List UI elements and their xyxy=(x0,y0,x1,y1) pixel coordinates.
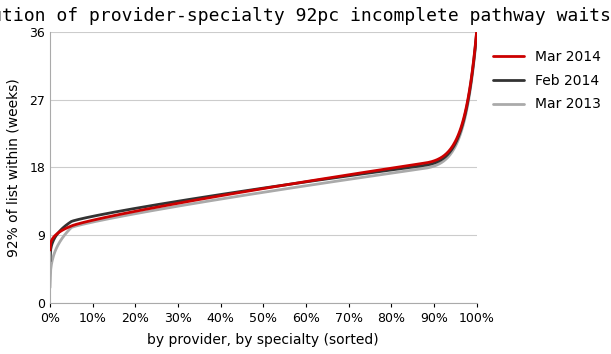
Mar 2014 xyxy=(156,205,163,209)
Line: Mar 2013: Mar 2013 xyxy=(50,36,477,288)
Feb 2014 xyxy=(122,208,129,212)
Mar 2013 xyxy=(331,179,338,183)
Mar 2014 xyxy=(240,190,247,194)
Mar 2013 xyxy=(156,207,163,211)
Mar 2014 xyxy=(122,211,129,215)
Legend: Mar 2014, Feb 2014, Mar 2013: Mar 2014, Feb 2014, Mar 2013 xyxy=(488,44,607,117)
Feb 2014 xyxy=(368,171,375,175)
Mar 2013 xyxy=(473,34,480,38)
Mar 2014 xyxy=(46,248,54,252)
Mar 2014 xyxy=(298,180,305,184)
Feb 2014 xyxy=(156,202,163,206)
Mar 2013 xyxy=(240,193,247,198)
Feb 2014 xyxy=(46,259,54,263)
Feb 2014 xyxy=(298,181,305,185)
Mar 2014 xyxy=(368,169,375,173)
Feb 2014 xyxy=(240,189,247,193)
Mar 2013 xyxy=(298,184,305,189)
Title: Distribution of provider-specialty 92pc incomplete pathway waits: Distribution of provider-specialty 92pc … xyxy=(0,7,611,25)
Mar 2013 xyxy=(122,213,129,218)
Line: Feb 2014: Feb 2014 xyxy=(50,34,477,261)
Feb 2014 xyxy=(331,176,338,180)
X-axis label: by provider, by specialty (sorted): by provider, by specialty (sorted) xyxy=(147,333,379,347)
Line: Mar 2014: Mar 2014 xyxy=(50,32,477,250)
Mar 2013 xyxy=(46,286,54,290)
Mar 2013 xyxy=(368,174,375,178)
Y-axis label: 92% of list within (weeks): 92% of list within (weeks) xyxy=(7,78,21,257)
Mar 2014 xyxy=(473,30,480,34)
Feb 2014 xyxy=(473,32,480,36)
Mar 2014 xyxy=(331,175,338,179)
